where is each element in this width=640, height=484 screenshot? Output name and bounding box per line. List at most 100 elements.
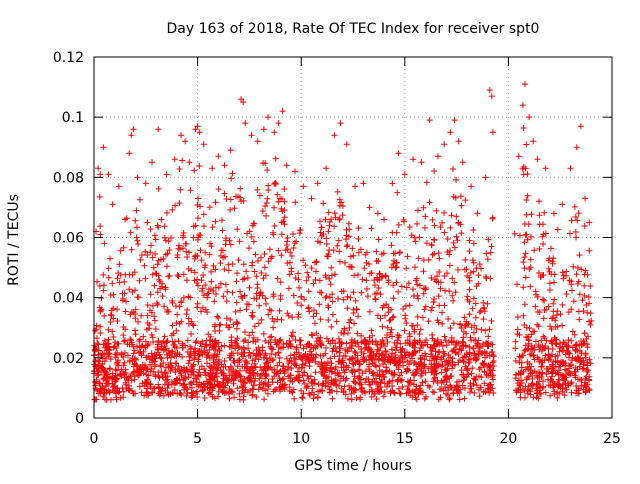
data-point [144,385,151,392]
data-point [142,275,149,282]
data-point [328,264,335,271]
data-point [366,334,373,341]
data-point [136,277,143,284]
data-point [375,347,382,354]
data-point [586,356,593,363]
data-point [93,365,100,372]
data-point [113,396,120,403]
data-point [400,216,407,223]
data-point [269,315,276,322]
data-point [113,367,120,374]
data-point [392,264,399,271]
data-point [296,227,303,234]
data-point [523,141,530,148]
data-point [389,377,396,384]
data-point [390,282,397,289]
data-point [99,383,106,390]
data-point [489,215,496,222]
data-point [144,366,151,373]
data-point [459,159,466,166]
data-point [584,344,591,351]
data-point [266,246,273,253]
data-point [220,370,227,377]
data-point [562,351,569,358]
data-point [519,165,526,172]
data-point [417,338,424,345]
data-point [338,373,345,380]
data-point [285,285,292,292]
data-point [389,180,396,187]
data-point [249,262,256,269]
data-point [447,354,454,361]
data-point [234,193,241,200]
data-point [367,346,374,353]
data-point [320,231,327,238]
data-point [206,204,213,211]
data-point [173,320,180,327]
data-point [160,347,167,354]
data-point [244,300,251,307]
data-point [211,362,218,369]
data-point [98,369,105,376]
data-point [201,394,208,401]
data-point [99,360,106,367]
data-point [559,322,566,329]
data-point [310,307,317,314]
data-point [188,371,195,378]
data-point [256,302,263,309]
data-point [169,206,176,213]
data-point [447,384,454,391]
data-point [358,349,365,356]
data-point [204,360,211,367]
data-point [474,210,481,217]
data-point [300,353,307,360]
data-point [97,307,104,314]
data-point [346,319,353,326]
data-point [98,306,105,313]
data-point [545,356,552,363]
data-point [348,368,355,375]
data-point [107,255,114,262]
data-point [223,389,230,396]
data-point [263,300,270,307]
data-point [568,389,575,396]
data-point [136,349,143,356]
data-point [97,223,104,230]
data-point [336,202,343,209]
data-point [414,207,421,214]
data-point [514,326,521,333]
data-point [225,261,232,268]
data-point [218,247,225,254]
data-point [375,236,382,243]
data-point [418,368,425,375]
data-point [254,258,261,265]
data-point [133,207,140,214]
data-point [237,373,244,380]
data-point [383,331,390,338]
data-point [375,258,382,265]
data-point [521,265,528,272]
data-point [475,351,482,358]
data-point [147,291,154,298]
data-point [312,276,319,283]
data-point [316,301,323,308]
data-point [412,238,419,245]
data-point [117,247,124,254]
data-point [531,328,538,335]
data-point [441,229,448,236]
data-point [337,378,344,385]
data-point [159,373,166,380]
data-point [539,233,546,240]
data-point [95,351,102,358]
data-point [211,338,218,345]
data-point [249,309,256,316]
data-point [439,343,446,350]
data-point [248,233,255,240]
data-point [197,247,204,254]
data-point [254,352,261,359]
data-point [466,356,473,363]
data-point [185,266,192,273]
data-point [200,271,207,278]
data-point [549,340,556,347]
data-point [112,372,119,379]
